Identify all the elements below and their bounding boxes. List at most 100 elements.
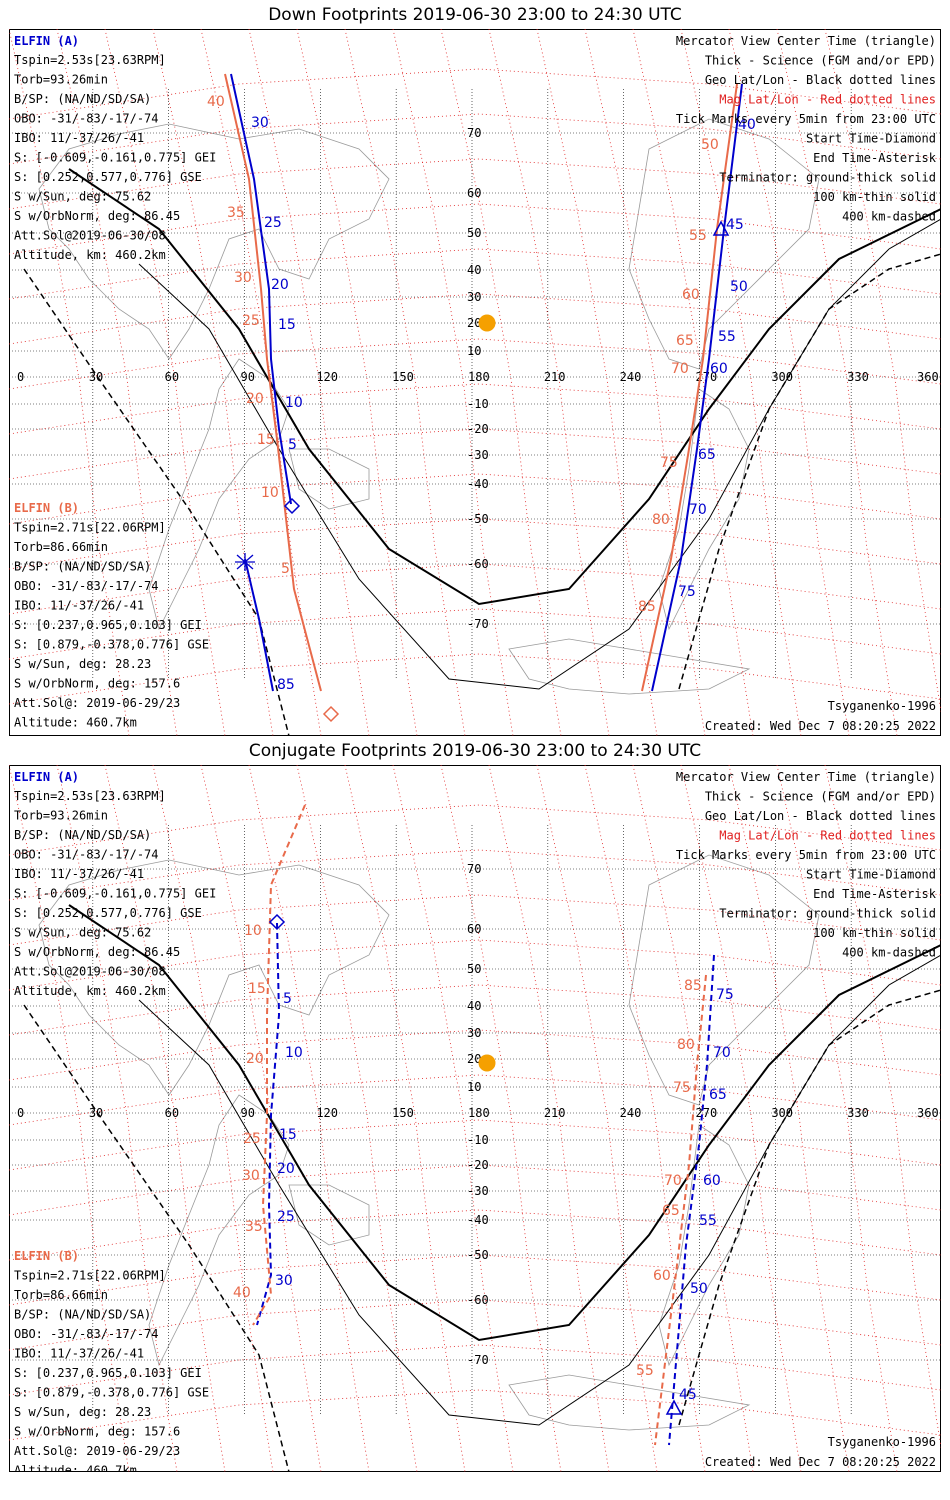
track-tick-label-a: 55: [718, 329, 736, 345]
lon-tick-label: 210: [544, 370, 566, 384]
terminator-100km: [138, 218, 941, 690]
lat-tick-label: 20: [467, 1052, 481, 1066]
elfin-b-info-line: S: [0.237,0.965,0.103] GEI: [14, 618, 202, 632]
land-outline: [628, 854, 820, 1106]
track-tick-label-b: 25: [243, 1131, 261, 1147]
elfin-b-info-line: OBO: -31/-83/-17/-74: [14, 579, 159, 593]
terminator-400km: [678, 989, 941, 1426]
land-outline: [38, 123, 390, 360]
track-tick-label-b: 10: [261, 485, 279, 501]
land-outline: [508, 1374, 751, 1431]
track-tick-label-b: 35: [227, 205, 245, 221]
terminator-400km: [23, 1004, 290, 1472]
lon-tick-label: 240: [620, 1106, 642, 1120]
legend-line: 400 km-dashed: [842, 946, 936, 960]
legend-line: Start Time-Diamond: [806, 868, 936, 882]
created-timestamp: Created: Wed Dec 7 08:20:25 2022: [705, 719, 936, 733]
model-name: Tsyganenko-1996: [828, 699, 936, 713]
legend-line: 400 km-dashed: [842, 210, 936, 224]
mag-meridian: [584, 29, 706, 736]
lon-tick-label: 30: [89, 370, 103, 384]
lat-tick-label: 10: [467, 344, 481, 358]
track-tick-label-b: 15: [248, 981, 266, 997]
map-frame: [9, 765, 941, 1472]
elfin-a-info-line: B/SP: (NA/ND/SD/SA): [14, 92, 151, 106]
elfin-a-info-line: Att.Sol@2019-06-30/08: [14, 229, 166, 243]
track-tick-label-a: 75: [716, 987, 734, 1003]
land-outline: [628, 118, 820, 370]
lon-tick-label: 300: [771, 370, 793, 384]
legend-line: Mercator View Center Time (triangle): [676, 770, 936, 784]
lat-tick-label: -40: [467, 1213, 489, 1227]
track-tick-label-b: 65: [676, 333, 694, 349]
elfin-b-info-line: IBO: 11/-37/26/-41: [14, 599, 144, 613]
track-tick-label-a: 40: [738, 117, 756, 133]
track-tick-label-b: 70: [671, 361, 689, 377]
track-tick-label-b: 20: [246, 391, 264, 407]
elfin-a-info-line: Altitude, km: 460.2km: [14, 984, 166, 998]
lon-tick-label: 300: [771, 1106, 793, 1120]
start-diamond-icon: [322, 705, 340, 723]
legend-line: Terminator: ground-thick solid: [719, 171, 936, 185]
legend-line: Tick Marks every 5min from 23:00 UTC: [676, 848, 936, 862]
lat-tick-label: 40: [467, 999, 481, 1013]
elfin-b-info-line: B/SP: (NA/ND/SD/SA): [14, 560, 151, 574]
track-tick-label-a: 30: [251, 115, 269, 131]
lon-tick-label: 330: [847, 1106, 869, 1120]
track-tick-label-a: 20: [271, 277, 289, 293]
track-tick-label-b: 75: [660, 455, 678, 471]
track-tick-label-a: 15: [278, 317, 296, 333]
lon-tick-label: 240: [620, 370, 642, 384]
elfin-a-header: ELFIN (A): [14, 34, 79, 48]
elfin-a-info-line: IBO: 11/-37/26/-41: [14, 131, 144, 145]
elfin-b-info-line: Tspin=2.71s[22.06RPM]: [14, 1269, 166, 1283]
lat-tick-label: 60: [467, 922, 481, 936]
track-tick-label-a: 60: [710, 361, 728, 377]
elfin-a-info-line: S w/OrbNorm, deg: 86.45: [14, 209, 180, 223]
elfin-b-info-line: Tspin=2.71s[22.06RPM]: [14, 521, 166, 535]
lat-tick-label: -50: [467, 1248, 489, 1262]
legend-line: Mercator View Center Time (triangle): [676, 34, 936, 48]
track-tick-label-a: 55: [699, 1213, 717, 1229]
lon-tick-label: 360: [917, 1106, 939, 1120]
elfin-b-info-line: S: [0.879,-0.378,0.776] GSE: [14, 638, 209, 652]
elfin-a-info-line: Altitude, km: 460.2km: [14, 248, 166, 262]
elfin-b-info-line: OBO: -31/-83/-17/-74: [14, 1327, 159, 1341]
land-outline: [288, 1184, 370, 1246]
track-tick-label-a: 75: [678, 584, 696, 600]
track-tick-label-a: 85: [277, 677, 295, 693]
lon-tick-label: 120: [316, 1106, 338, 1120]
track-tick-label-b: 80: [677, 1037, 695, 1053]
track-tick-label-a: 15: [279, 1127, 297, 1143]
track-tick-label-a: 25: [264, 215, 282, 231]
elfin-b-track-east: [641, 83, 738, 692]
start-diamond-icon: [283, 497, 301, 515]
mag-meridian: [248, 29, 370, 736]
sun-icon: [478, 1054, 496, 1072]
track-tick-label-b: 5: [281, 561, 290, 577]
lat-tick-label: -50: [467, 512, 489, 526]
legend-line: End Time-Asterisk: [813, 887, 937, 901]
track-tick-label-b: 35: [245, 1219, 263, 1235]
terminator-100km: [138, 954, 941, 1426]
legend-line: Geo Lat/Lon - Black dotted lines: [705, 73, 936, 87]
track-tick-label-b: 65: [662, 1203, 680, 1219]
track-tick-label-a: 65: [698, 447, 716, 463]
lon-tick-label: 270: [696, 1106, 718, 1120]
track-tick-label-b: 60: [653, 1268, 671, 1284]
elfin-b-header: ELFIN (B): [14, 1249, 79, 1263]
elfin-a-info-line: Tspin=2.53s[23.63RPM]: [14, 789, 166, 803]
lat-tick-label: 40: [467, 263, 481, 277]
elfin-a-info-line: OBO: -31/-83/-17/-74: [14, 112, 159, 126]
track-tick-label-b: 40: [207, 94, 225, 110]
lat-tick-label: -20: [467, 422, 489, 436]
elfin-a-info-line: S: [0.252,0.577,0.776] GSE: [14, 906, 202, 920]
lat-tick-label: -30: [467, 1184, 489, 1198]
start-diamond-icon: [268, 913, 286, 931]
terminator-ground: [68, 904, 941, 1342]
elfin-a-info-line: IBO: 11/-37/26/-41: [14, 867, 144, 881]
terminator-400km: [678, 253, 941, 690]
lon-tick-label: 90: [241, 1106, 255, 1120]
track-tick-label-a: 65: [709, 1087, 727, 1103]
elfin-a-info-line: S w/Sun, deg: 75.62: [14, 926, 151, 940]
